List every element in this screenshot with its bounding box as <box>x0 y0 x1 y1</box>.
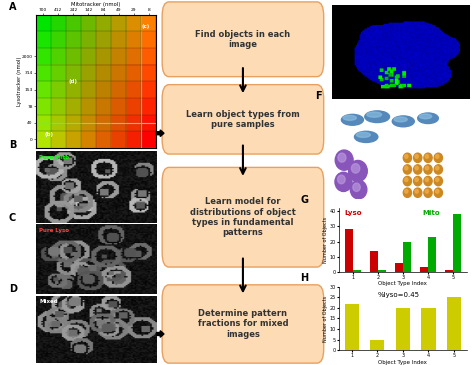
Bar <box>396 308 410 350</box>
Y-axis label: Number of Objects: Number of Objects <box>323 295 328 342</box>
Circle shape <box>335 150 353 170</box>
Circle shape <box>338 153 346 162</box>
Circle shape <box>415 178 418 181</box>
Text: Learn model for
distributions of object
types in fundamental
patterns: Learn model for distributions of object … <box>190 197 296 237</box>
Circle shape <box>337 175 345 184</box>
Circle shape <box>425 154 428 158</box>
Circle shape <box>424 165 432 174</box>
Ellipse shape <box>365 111 390 123</box>
Circle shape <box>403 188 411 197</box>
Circle shape <box>403 165 411 174</box>
Bar <box>36 123 156 148</box>
Ellipse shape <box>343 115 356 120</box>
Bar <box>395 263 403 272</box>
Circle shape <box>424 188 432 197</box>
Circle shape <box>405 178 408 181</box>
Bar <box>345 304 359 350</box>
Text: Pure Mito: Pure Mito <box>39 155 69 160</box>
Text: %lyso=0.45: %lyso=0.45 <box>377 292 419 297</box>
Circle shape <box>424 176 432 186</box>
Circle shape <box>436 178 439 181</box>
Bar <box>141 15 164 148</box>
Circle shape <box>415 154 418 158</box>
Text: E: E <box>315 0 322 1</box>
Circle shape <box>335 172 352 192</box>
Bar <box>378 270 386 272</box>
Circle shape <box>436 154 439 158</box>
Y-axis label: Lysotracker (nmol): Lysotracker (nmol) <box>17 57 22 106</box>
Circle shape <box>414 176 422 186</box>
X-axis label: Object Type Index: Object Type Index <box>378 360 428 365</box>
Bar <box>370 340 384 350</box>
Circle shape <box>424 153 432 162</box>
Text: (d): (d) <box>69 79 78 84</box>
Circle shape <box>425 178 428 181</box>
Circle shape <box>414 153 422 162</box>
Text: A: A <box>9 2 17 12</box>
Text: (c): (c) <box>142 24 150 29</box>
Ellipse shape <box>394 117 407 122</box>
Text: Pure Lyso: Pure Lyso <box>39 228 69 233</box>
Circle shape <box>414 188 422 197</box>
Text: (b): (b) <box>45 132 54 137</box>
Circle shape <box>434 153 442 162</box>
Circle shape <box>436 189 439 193</box>
X-axis label: Mitotracker (nmol): Mitotracker (nmol) <box>71 3 121 7</box>
Bar <box>421 308 436 350</box>
Text: G: G <box>301 195 309 205</box>
Circle shape <box>415 189 418 193</box>
Circle shape <box>414 165 422 174</box>
Bar <box>353 270 361 272</box>
Text: Determine pattern
fractions for mixed
images: Determine pattern fractions for mixed im… <box>198 309 288 339</box>
Text: C: C <box>9 213 16 223</box>
Bar <box>345 229 353 272</box>
Bar <box>403 242 411 272</box>
Ellipse shape <box>341 114 364 125</box>
Circle shape <box>405 166 408 170</box>
FancyBboxPatch shape <box>162 85 324 154</box>
FancyBboxPatch shape <box>162 2 324 77</box>
Bar <box>420 267 428 272</box>
Text: H: H <box>301 273 309 283</box>
Ellipse shape <box>418 113 438 123</box>
Y-axis label: Number of Objects: Number of Objects <box>323 217 328 263</box>
Ellipse shape <box>419 114 432 119</box>
Bar <box>445 270 453 272</box>
Circle shape <box>425 166 428 170</box>
Text: Learn object types from
pure samples: Learn object types from pure samples <box>186 110 300 129</box>
Circle shape <box>405 189 408 193</box>
Ellipse shape <box>392 116 414 127</box>
Circle shape <box>353 183 360 192</box>
Ellipse shape <box>356 132 370 137</box>
Circle shape <box>350 180 367 199</box>
Circle shape <box>436 166 439 170</box>
Circle shape <box>425 189 428 193</box>
Ellipse shape <box>367 112 382 117</box>
Circle shape <box>405 154 408 158</box>
Bar <box>447 297 461 350</box>
Circle shape <box>348 161 367 181</box>
Circle shape <box>403 153 411 162</box>
FancyBboxPatch shape <box>162 168 324 267</box>
Circle shape <box>434 176 442 186</box>
Circle shape <box>434 188 442 197</box>
Circle shape <box>434 165 442 174</box>
X-axis label: Object Type Index: Object Type Index <box>378 281 428 286</box>
Ellipse shape <box>355 131 378 142</box>
Text: Mito: Mito <box>422 210 440 216</box>
Bar <box>453 214 461 272</box>
Text: D: D <box>9 284 17 294</box>
FancyBboxPatch shape <box>162 285 324 363</box>
Circle shape <box>415 166 418 170</box>
Circle shape <box>403 176 411 186</box>
Text: Find objects in each
image: Find objects in each image <box>195 30 291 49</box>
Bar <box>428 237 436 272</box>
Circle shape <box>351 164 360 173</box>
Text: Lyso: Lyso <box>344 210 362 216</box>
Bar <box>370 251 378 272</box>
Text: B: B <box>9 140 16 150</box>
Text: F: F <box>315 91 322 101</box>
Text: Mixed: Mixed <box>39 299 58 304</box>
